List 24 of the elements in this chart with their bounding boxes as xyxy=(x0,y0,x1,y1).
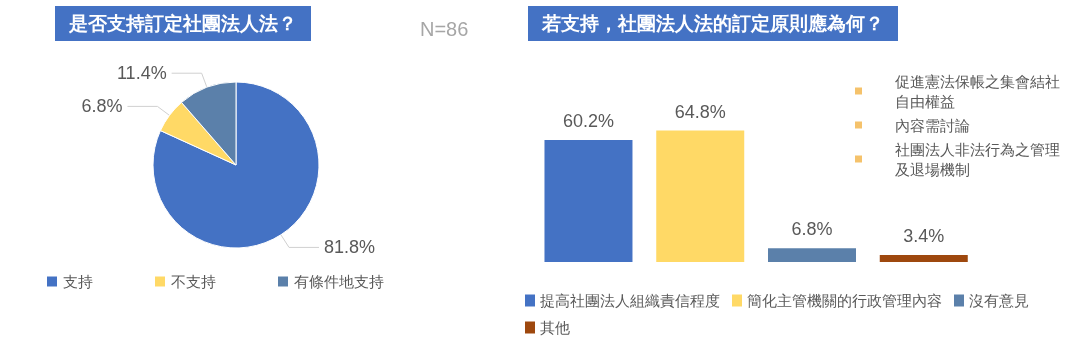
legend-label: 促進憲法保帳之集會結社自由權益 xyxy=(895,72,1060,110)
legend-label: 簡化主管機關的行政管理內容 xyxy=(747,292,942,309)
text: N=86 xyxy=(420,18,469,40)
bar xyxy=(656,130,745,262)
data-label: 11.4% xyxy=(116,63,167,84)
legend-label: 有條件地支持 xyxy=(294,273,384,290)
data-label: 3.4% xyxy=(903,226,945,247)
bar xyxy=(544,139,633,262)
chart-title: 若支持，社團法人法的訂定原則應為何？ xyxy=(541,13,884,34)
chart-title: 是否支持訂定社團法人法？ xyxy=(68,13,297,34)
legend-label: 支持 xyxy=(63,273,93,290)
data-label: 64.8% xyxy=(674,101,726,122)
data-label: 81.8% xyxy=(324,237,376,258)
legend-label: 內容需討論 xyxy=(895,116,970,134)
bar xyxy=(879,255,968,262)
legend-label: 不支持 xyxy=(171,273,216,290)
legend-label: 社團法人非法行為之管理及退場機制 xyxy=(895,140,1060,178)
legend-label: 沒有意見 xyxy=(969,292,1029,309)
data-label: 6.8% xyxy=(81,96,123,117)
legend-label: 提高社團法人組織責信程度 xyxy=(540,292,720,309)
data-label: 6.8% xyxy=(791,219,833,240)
data-label: 60.2% xyxy=(562,110,614,131)
legend-label: 其他 xyxy=(540,319,570,336)
bar xyxy=(768,248,856,262)
